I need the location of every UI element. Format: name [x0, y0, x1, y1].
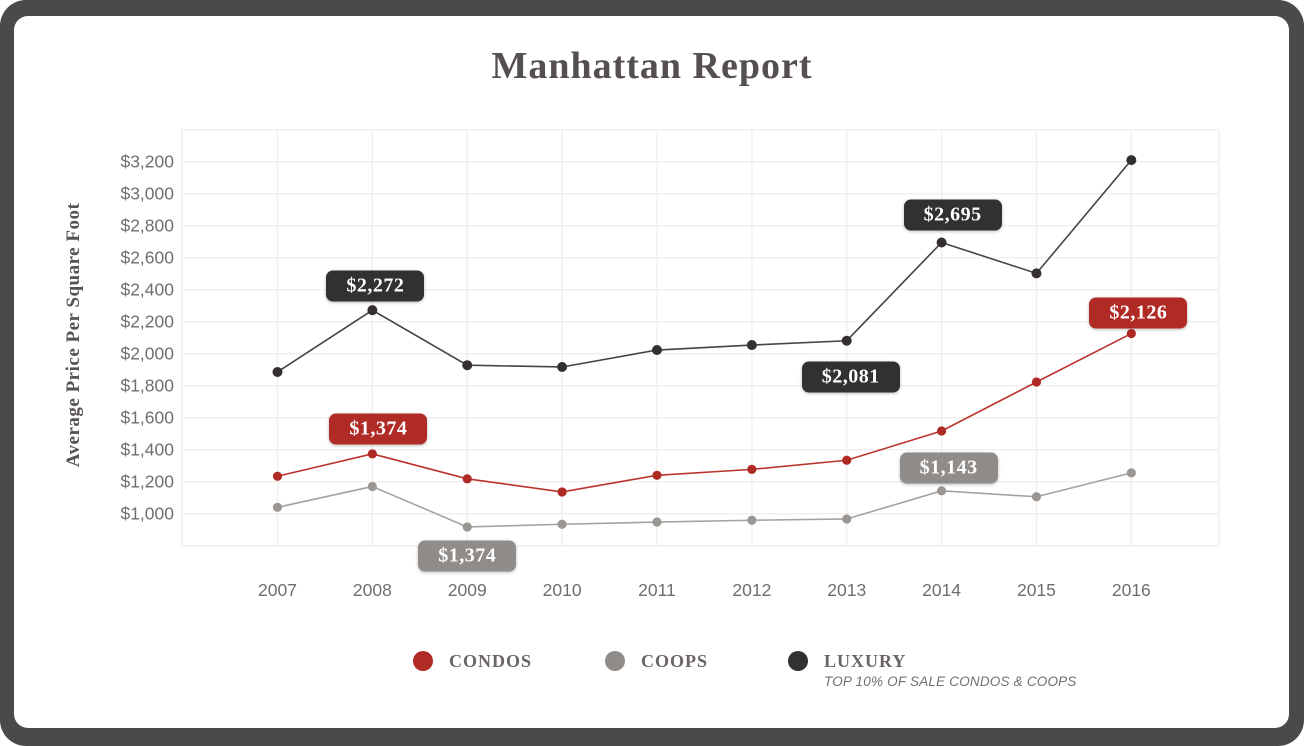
data-point-condos: [272, 471, 283, 481]
data-point-condos: [1126, 328, 1136, 339]
data-point-luxury: [1126, 155, 1137, 166]
data-point-condos: [747, 464, 757, 474]
y-tick-label: $2,600: [120, 248, 174, 268]
x-tick-label: 2015: [1017, 580, 1056, 600]
legend-item-coops: COOPS: [605, 650, 708, 672]
data-point-luxury: [272, 366, 283, 377]
callout-coops-2014: $1,143: [899, 452, 998, 484]
x-tick-label: 2016: [1112, 580, 1151, 600]
x-tick-label: 2013: [827, 580, 866, 600]
x-tick-label: 2008: [353, 580, 392, 600]
data-point-coops: [272, 502, 283, 512]
y-tick-label: $1,800: [120, 376, 174, 396]
y-tick-label: $1,400: [120, 440, 174, 460]
callout-luxury-2013: $2,081: [801, 361, 900, 393]
legend-item-luxury: LUXURY TOP 10% OF SALE CONDOS & COOPS: [788, 650, 1077, 689]
x-tick-label: 2011: [638, 580, 676, 600]
legend-item-condos: CONDOS: [413, 650, 532, 672]
x-tick-label: 2012: [732, 580, 771, 600]
y-tick-label: $1,600: [120, 408, 174, 428]
data-point-coops: [842, 514, 852, 524]
data-point-luxury: [1031, 268, 1042, 279]
y-tick-label: $2,000: [120, 344, 174, 364]
data-point-luxury: [746, 340, 757, 351]
data-point-coops: [462, 522, 472, 532]
series-line-luxury: [277, 159, 1132, 373]
y-tick-label: $3,200: [120, 152, 174, 172]
y-tick-label: $2,200: [120, 312, 174, 332]
luxury-dot-icon: [788, 651, 808, 671]
y-tick-label: $3,000: [120, 184, 174, 204]
chart-legend: CONDOS COOPS LUXURY TOP 10% OF SALE COND…: [0, 650, 1304, 700]
data-point-luxury: [557, 361, 568, 372]
data-point-coops: [1031, 492, 1042, 502]
series-line-condos: [277, 332, 1132, 493]
condos-dot-icon: [413, 651, 433, 671]
x-tick-label: 2010: [543, 580, 582, 600]
callout-condos-2008: $1,374: [329, 413, 428, 445]
data-point-coops: [557, 519, 567, 529]
data-point-condos: [462, 474, 472, 484]
data-point-coops: [1126, 468, 1136, 478]
legend-sublabel-luxury: TOP 10% OF SALE CONDOS & COOPS: [824, 674, 1077, 689]
y-tick-label: $2,400: [120, 280, 174, 300]
report-card: [14, 16, 1289, 728]
data-point-condos: [367, 449, 377, 459]
coops-dot-icon: [605, 651, 625, 671]
data-point-condos: [652, 470, 662, 480]
data-point-coops: [936, 486, 947, 496]
y-tick-label: $2,800: [120, 216, 174, 236]
series-line-coops: [277, 472, 1132, 528]
y-tick-label: $1,000: [120, 504, 174, 524]
legend-label-condos: CONDOS: [449, 651, 533, 671]
data-point-coops: [367, 481, 377, 492]
data-point-condos: [842, 455, 852, 465]
x-tick-label: 2007: [258, 580, 297, 600]
callout-luxury-2014: $2,695: [903, 199, 1002, 230]
data-point-luxury: [651, 345, 662, 356]
data-point-luxury: [367, 305, 378, 316]
data-point-condos: [936, 426, 947, 436]
callout-luxury-2008: $2,272: [326, 270, 425, 302]
callout-condos-2016: $2,126: [1089, 297, 1188, 329]
x-tick-label: 2009: [448, 580, 487, 600]
legend-label-coops: COOPS: [641, 651, 709, 671]
data-point-condos: [557, 487, 567, 497]
data-point-coops: [747, 515, 757, 525]
data-point-luxury: [936, 237, 947, 248]
data-point-luxury: [841, 335, 852, 346]
x-tick-label: 2014: [922, 580, 961, 600]
callout-coops-2009: $1,374: [418, 540, 517, 572]
data-point-luxury: [462, 360, 473, 371]
page-title: Manhattan Report: [491, 45, 813, 87]
data-point-coops: [652, 517, 662, 527]
legend-label-luxury: LUXURY: [824, 651, 907, 671]
data-point-condos: [1031, 377, 1042, 387]
y-tick-label: $1,200: [120, 472, 174, 492]
